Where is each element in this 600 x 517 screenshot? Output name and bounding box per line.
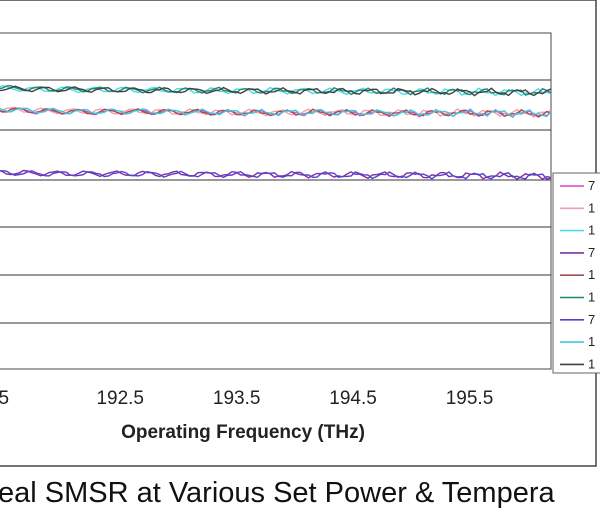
- x-tick-label: 193.5: [213, 388, 261, 409]
- x-tick-label: 192.5: [96, 388, 144, 409]
- series-line: [0, 107, 552, 118]
- legend: 7 1 1 7 1 1 7 1 1: [560, 178, 595, 371]
- series-line: [0, 84, 552, 96]
- series-line: [0, 170, 552, 180]
- series-line: [0, 85, 552, 97]
- legend-label: 7: [588, 312, 595, 327]
- series-line: [0, 85, 552, 97]
- figure-caption: eal SMSR at Various Set Power & Tempera: [0, 477, 555, 509]
- x-tick-labels: 5 192.5 193.5 194.5 195.5: [0, 388, 493, 409]
- series-line: [0, 169, 552, 181]
- x-axis-label: Operating Frequency (THz): [121, 422, 365, 443]
- legend-label: 1: [588, 223, 595, 238]
- legend-label: 1: [588, 267, 595, 282]
- plot-area: [0, 32, 552, 370]
- x-tick-label: 5: [0, 388, 9, 409]
- series-lines: [0, 84, 552, 181]
- legend-label: 1: [588, 290, 595, 305]
- legend-label: 1: [588, 200, 595, 215]
- gridlines: [0, 79, 551, 324]
- legend-label: 7: [588, 178, 595, 193]
- legend-box: [552, 172, 600, 374]
- legend-label: 7: [588, 245, 595, 260]
- x-tick-label: 194.5: [329, 388, 377, 409]
- x-tick-label: 195.5: [446, 388, 494, 409]
- legend-label: 1: [588, 334, 595, 349]
- legend-label: 1: [588, 356, 595, 371]
